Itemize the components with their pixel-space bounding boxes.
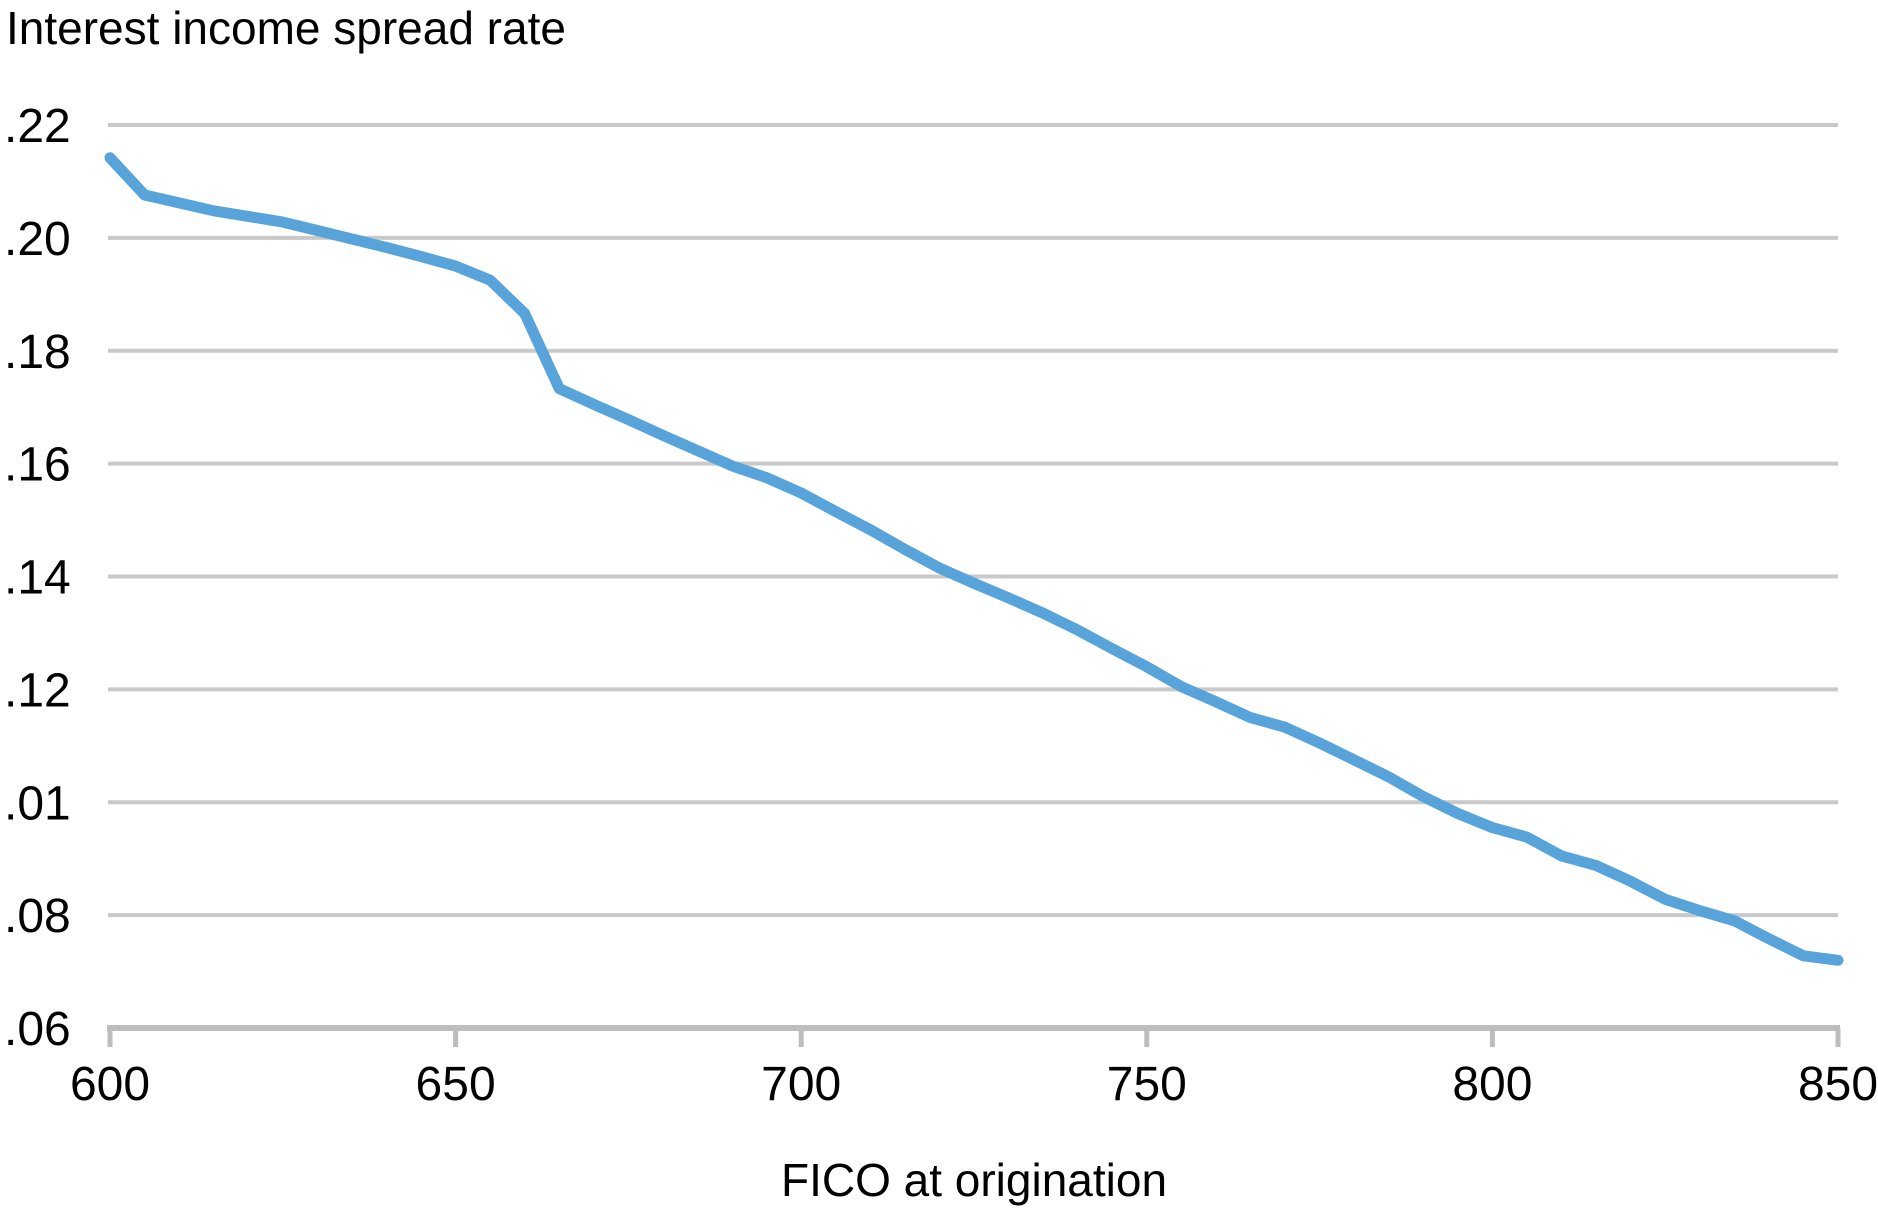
x-tick-label: 800: [1452, 1058, 1532, 1111]
x-tick-label: 850: [1798, 1058, 1878, 1111]
x-tick-label: 750: [1107, 1058, 1187, 1111]
y-tick-label: .16: [4, 439, 71, 492]
y-tick-label: .20: [4, 213, 71, 266]
y-tick-label: .12: [4, 664, 71, 717]
data-line: [104, 152, 1844, 966]
y-tick-label: .08: [4, 890, 71, 943]
chart-title: Interest income spread rate: [6, 2, 566, 54]
x-tick-label: 600: [70, 1058, 150, 1111]
x-tick-label: 650: [416, 1058, 496, 1111]
y-tick-label: .06: [4, 1003, 71, 1056]
y-tick-label: .22: [4, 100, 71, 153]
y-tick-label: .01: [4, 777, 71, 830]
x-axis-label: FICO at origination: [780, 1154, 1168, 1206]
y-tick-label: .14: [4, 552, 71, 605]
x-tick-label: 700: [761, 1058, 841, 1111]
y-tick-label: .18: [4, 326, 71, 379]
